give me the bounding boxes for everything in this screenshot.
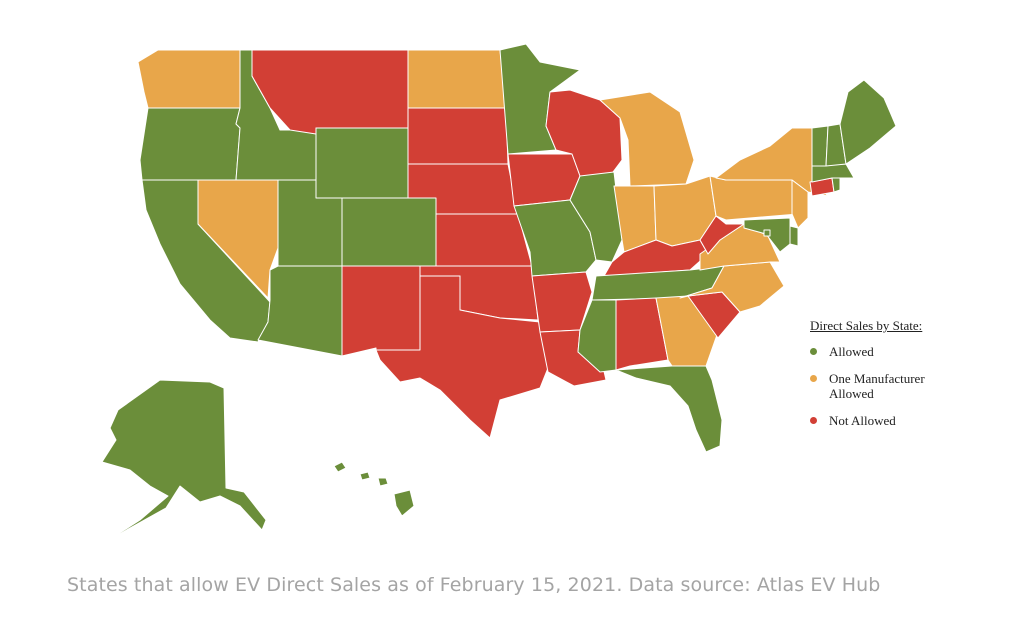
state-arkansas (531, 271, 593, 333)
state-dc (763, 229, 771, 237)
us-map (95, 43, 897, 549)
state-south-dakota (407, 107, 509, 165)
state-wyoming (315, 127, 409, 199)
state-washington (137, 49, 241, 109)
state-new-jersey (791, 179, 809, 229)
legend-label: Not Allowed (829, 413, 896, 428)
state-pennsylvania (709, 175, 799, 221)
state-kansas (435, 213, 533, 267)
state-alabama (615, 297, 669, 371)
state-iowa (507, 153, 581, 207)
legend-label: One Manufacturer Allowed (829, 371, 925, 401)
legend-title: Direct Sales by State: (810, 318, 923, 333)
legend-dot-not-allowed (810, 417, 817, 424)
legend-dot-allowed (810, 348, 817, 355)
state-texas (375, 275, 549, 439)
legend-item-allowed: Allowed (810, 344, 1010, 359)
state-maine (839, 79, 897, 165)
state-hawaii (333, 461, 415, 517)
state-illinois (569, 171, 623, 263)
state-rhode-island (831, 177, 841, 193)
legend: Direct Sales by State: Allowed One Manuf… (810, 318, 1010, 440)
state-north-dakota (407, 49, 507, 109)
legend-item-one-manufacturer: One Manufacturer Allowed (810, 371, 1010, 401)
legend-item-not-allowed: Not Allowed (810, 413, 1010, 428)
state-arizona (257, 265, 343, 357)
state-vermont (811, 125, 829, 167)
legend-dot-one-manufacturer (810, 375, 817, 382)
state-colorado (341, 197, 437, 267)
legend-label: Allowed (829, 344, 874, 359)
state-delaware (789, 225, 799, 247)
state-new-mexico (341, 265, 421, 357)
state-florida (615, 365, 723, 453)
caption: States that allow EV Direct Sales as of … (67, 574, 881, 596)
state-oregon (139, 107, 241, 181)
state-alaska (95, 379, 267, 549)
